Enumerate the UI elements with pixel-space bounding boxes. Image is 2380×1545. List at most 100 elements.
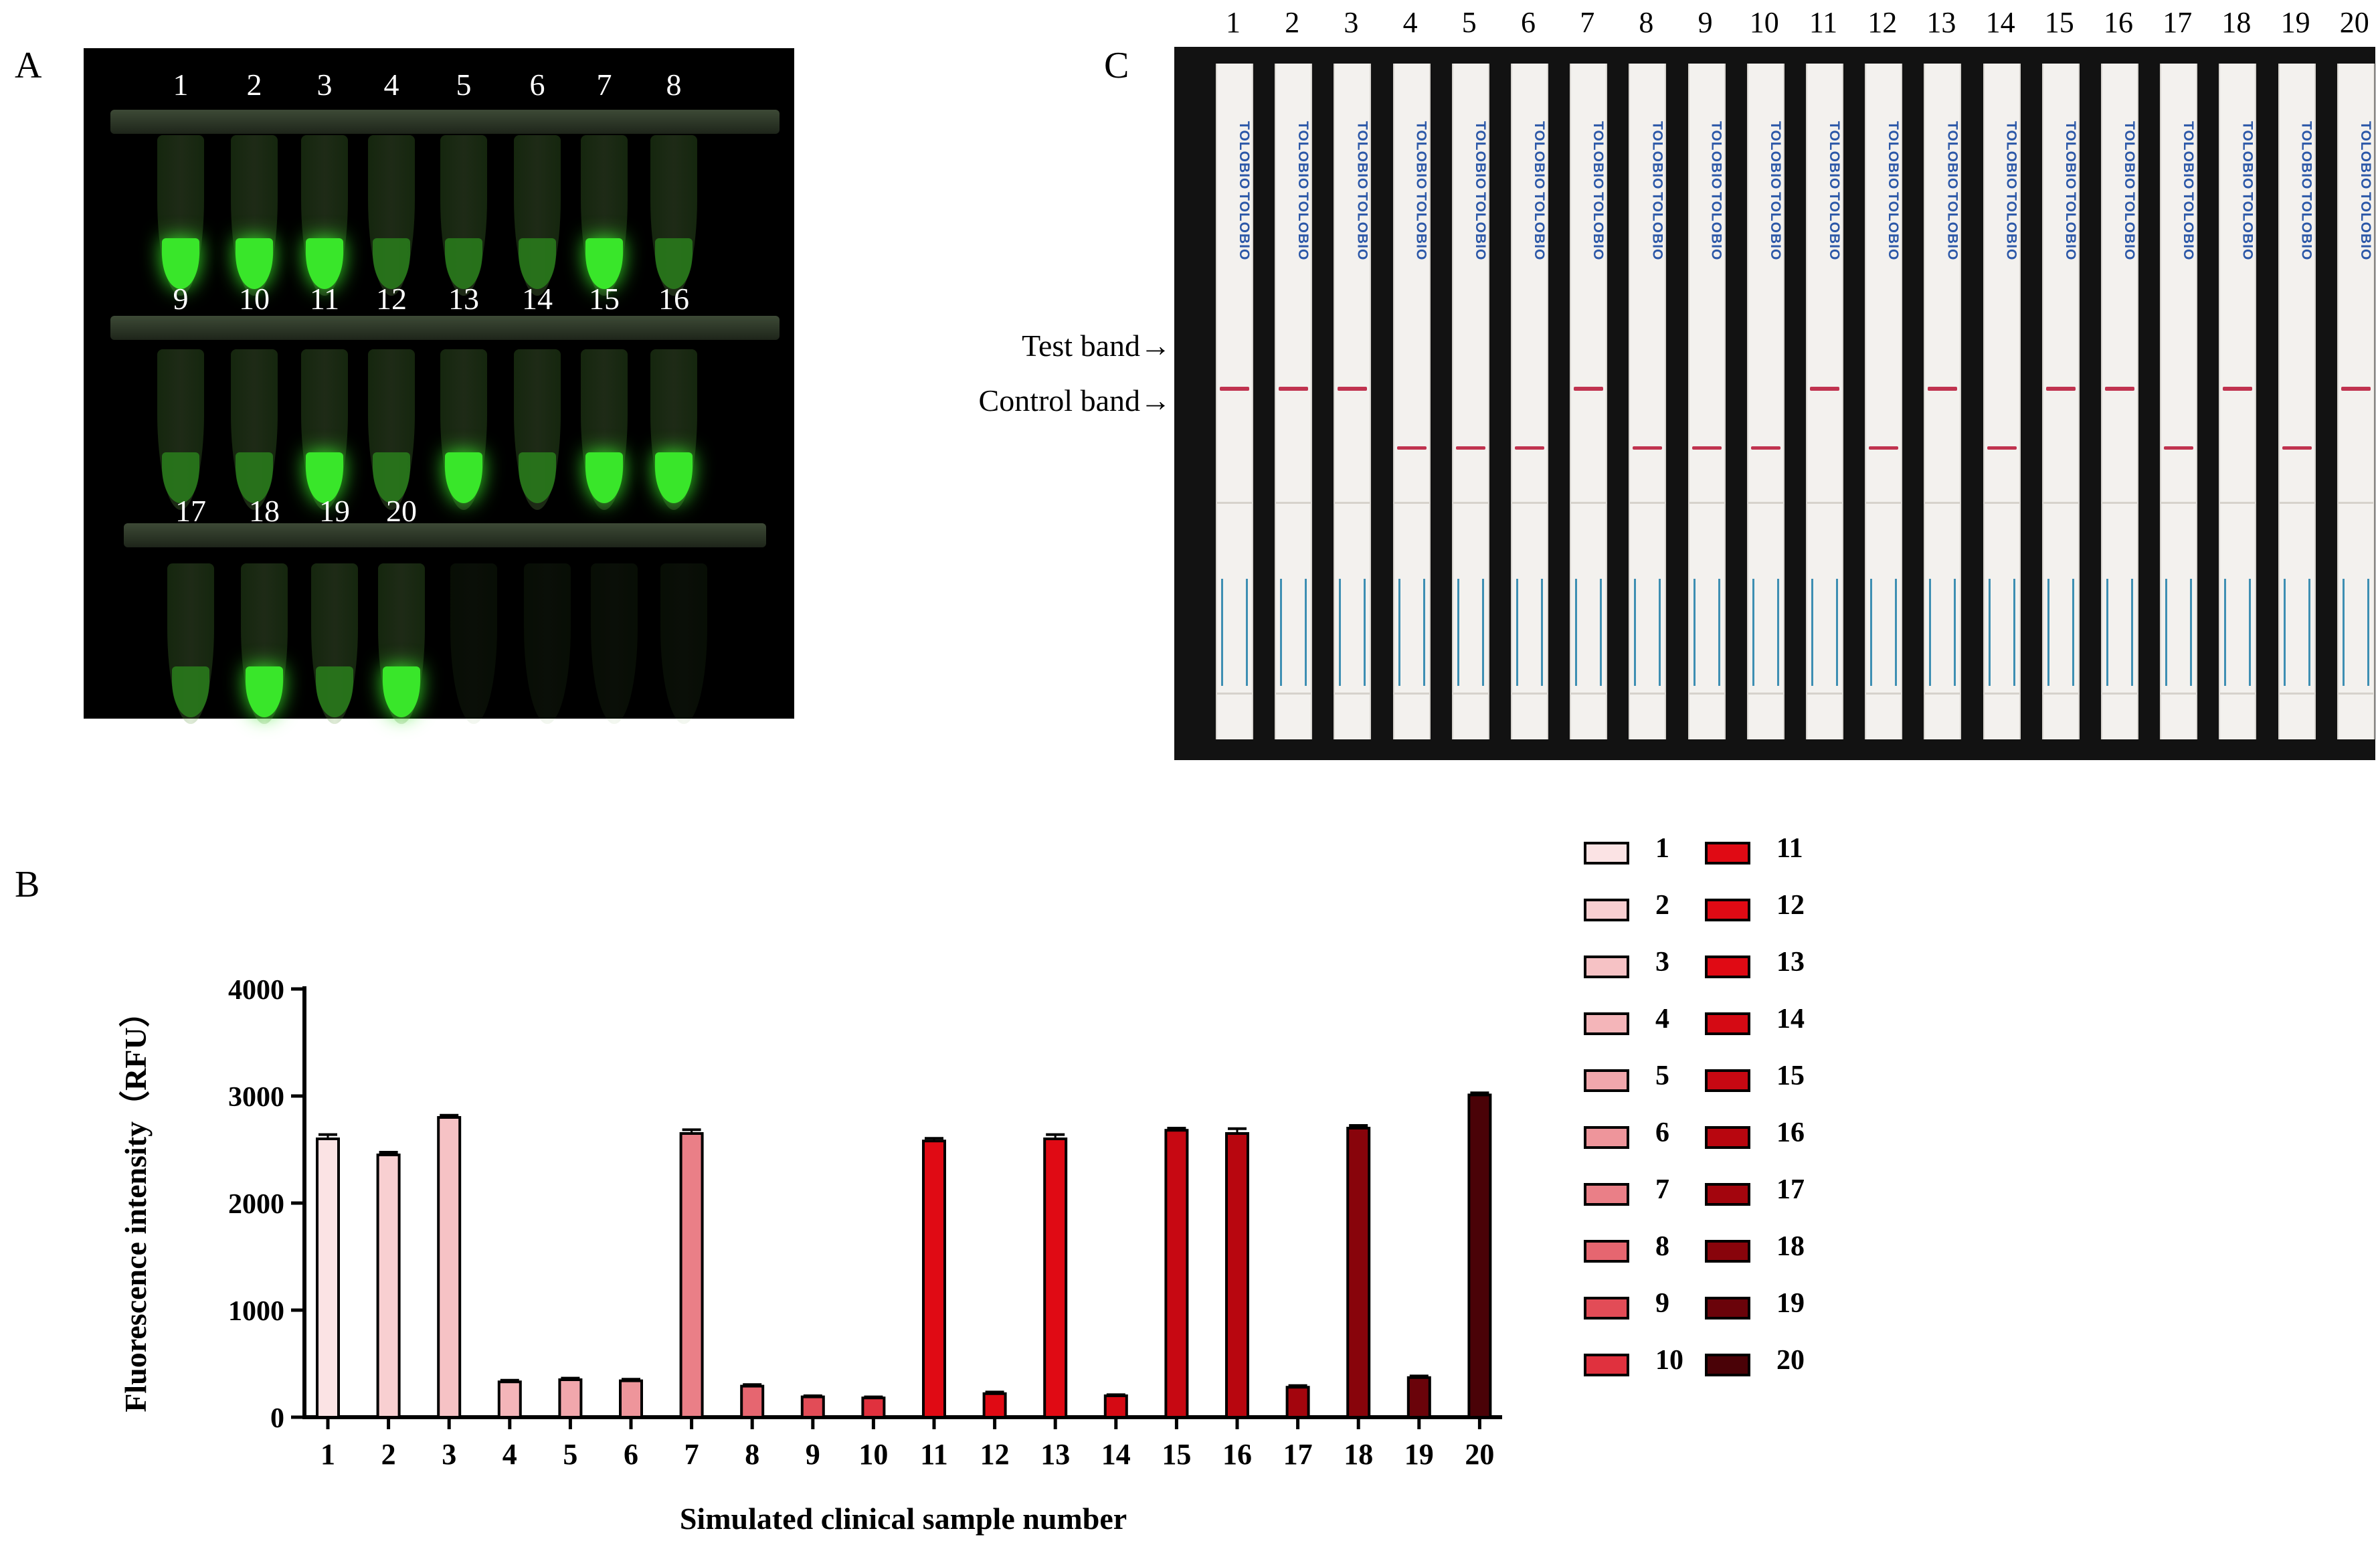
test-strip: TOLOBIO TOLOBIO	[1392, 64, 1431, 739]
strip-brand-label: TOLOBIO TOLOBIO	[1335, 84, 1370, 298]
control-band-line	[2164, 446, 2194, 450]
test-strip: TOLOBIO TOLOBIO	[1687, 64, 1726, 739]
chart-bars	[316, 1091, 1492, 1419]
strip-pad-divider	[1276, 693, 1311, 695]
tube-fluorescence-photo: 1 2 3 4 5 6 7 8 9 10 11 12 13 14 15 16 17 18 19 20	[84, 48, 794, 724]
strip-pad-divider	[1217, 502, 1252, 504]
tube-number: 13	[448, 282, 479, 316]
x-tick-label: 15	[1162, 1438, 1191, 1471]
tube-rack	[124, 523, 766, 547]
x-tick-label: 16	[1222, 1438, 1252, 1471]
legend-label: 4	[1655, 1004, 1669, 1034]
bar	[922, 1140, 946, 1419]
control-band-line	[1869, 446, 1899, 450]
bar	[982, 1392, 1007, 1419]
legend-swatch	[1584, 1183, 1629, 1206]
test-strip: TOLOBIO TOLOBIO	[1983, 64, 2021, 739]
tube	[650, 135, 697, 296]
x-tick-label: 1	[321, 1438, 335, 1471]
bar	[376, 1154, 401, 1419]
legend-swatch	[1705, 1297, 1750, 1320]
strip-number: 17	[2163, 6, 2193, 39]
strip-brand-label: TOLOBIO TOLOBIO	[2161, 84, 2196, 298]
strip-number: 4	[1402, 6, 1418, 39]
strip-pad-divider	[2279, 693, 2314, 695]
strip-pad-divider	[2279, 502, 2314, 504]
bar	[1406, 1376, 1431, 1419]
strip-brand-label: TOLOBIO TOLOBIO	[2220, 84, 2255, 298]
strip-pad-divider	[1925, 502, 1960, 504]
strip-pad-divider	[2220, 502, 2256, 504]
x-tick-label: 6	[624, 1438, 638, 1471]
panel-a-letter: A	[15, 45, 42, 86]
control-band-line	[1515, 446, 1544, 450]
strip-pad-divider	[1984, 502, 2019, 504]
legend-swatch	[1705, 1069, 1750, 1092]
strip-brand-text: TOLOBIO	[1767, 120, 1783, 189]
strip-brand-text: TOLOBIO	[1295, 120, 1311, 189]
strip-brand-label: TOLOBIO TOLOBIO	[1807, 84, 1842, 298]
panel-c-letter: C	[1104, 45, 1129, 86]
strip-pad-divider	[1630, 502, 1665, 504]
x-tick-label: 17	[1283, 1438, 1313, 1471]
x-tick-label: 18	[1344, 1438, 1373, 1471]
strip-brand-text: TOLOBIO	[1354, 120, 1370, 189]
tube	[231, 349, 278, 510]
legend-label: 14	[1776, 1004, 1805, 1034]
tube	[591, 563, 638, 724]
strip-brand-text: TOLOBIO	[1532, 192, 1547, 261]
tube-number: 1	[173, 68, 189, 102]
tube	[311, 563, 358, 724]
tube-number: 10	[239, 282, 270, 316]
strip-brand-label: TOLOBIO TOLOBIO	[1985, 84, 2019, 298]
control-band-label: Control band→	[978, 383, 1171, 418]
tube-number: 2	[246, 68, 262, 102]
tube-number: 14	[522, 282, 553, 316]
y-tick-label: 3000	[228, 1082, 284, 1113]
legend-swatch	[1705, 1240, 1750, 1263]
test-strip: TOLOBIO TOLOBIO	[1570, 64, 1608, 739]
strip-pad-divider	[2338, 502, 2373, 504]
control-band-line	[1396, 446, 1427, 450]
y-tick-label: 1000	[228, 1296, 284, 1327]
strip-sample-pad-marks	[2047, 579, 2074, 686]
bar	[861, 1396, 886, 1419]
panel-b-letter: B	[15, 864, 40, 905]
legend-label: 11	[1776, 833, 1803, 864]
strip-pad-divider	[2161, 502, 2197, 504]
legend-label: 16	[1776, 1117, 1805, 1148]
control-band-line	[1691, 446, 1722, 450]
legend-swatch	[1705, 1126, 1750, 1149]
strip-pad-divider	[1453, 693, 1488, 695]
strip-brand-text: TOLOBIO	[1649, 192, 1665, 261]
tube	[241, 563, 288, 724]
strip-sample-pad-marks	[1516, 579, 1543, 686]
strip-number: 20	[2339, 6, 2369, 39]
strip-number: 1	[1226, 6, 1241, 39]
legend-label: 6	[1655, 1117, 1669, 1148]
legend-label: 12	[1776, 890, 1805, 921]
strip-pad-divider	[1217, 693, 1252, 695]
strip-brand-text: TOLOBIO	[2122, 192, 2137, 261]
strip-number: 3	[1344, 6, 1359, 39]
tube	[301, 135, 348, 296]
strip-pad-divider	[1335, 502, 1370, 504]
tube	[660, 563, 707, 724]
tube	[514, 135, 561, 296]
bar	[1103, 1394, 1128, 1419]
tube	[301, 349, 348, 510]
strip-pad-divider	[2043, 693, 2078, 695]
strip-sample-pad-marks	[2342, 579, 2369, 686]
strip-number: 5	[1461, 6, 1477, 39]
strip-brand-text: TOLOBIO	[1944, 192, 1960, 261]
strip-brand-text: TOLOBIO	[1708, 120, 1724, 189]
chart-axes	[291, 986, 1502, 1429]
strip-brand-text: TOLOBIO	[2181, 192, 2197, 261]
strip-number: 18	[2221, 6, 2252, 39]
strip-brand-text: TOLOBIO	[2239, 120, 2256, 189]
control-band-line	[2282, 446, 2312, 450]
strip-number: 7	[1580, 6, 1595, 39]
tube	[157, 135, 204, 296]
bar	[437, 1116, 462, 1419]
legend-label: 13	[1776, 947, 1805, 978]
